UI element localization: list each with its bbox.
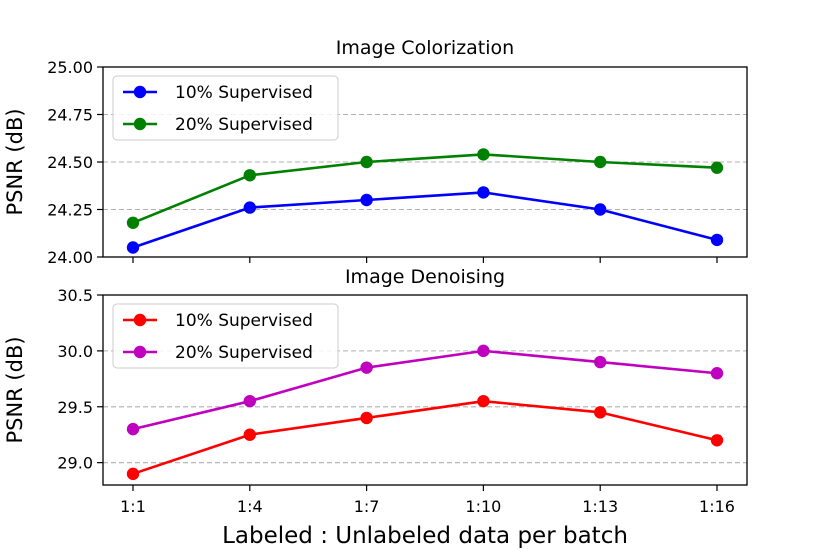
- colorization-legend-label: 20% Supervised: [175, 115, 313, 135]
- denoising-series-1-line: [132, 399, 718, 476]
- shared-xlabel: Labeled : Unlabeled data per batch: [222, 523, 628, 549]
- denoising-series-1-point: [360, 411, 373, 425]
- denoising-legend-marker: [133, 313, 147, 327]
- colorization-ytick-label: 24.50: [47, 153, 93, 172]
- denoising-xtick-label: 1:13: [582, 497, 618, 516]
- denoising-title: Image Denoising: [345, 266, 505, 288]
- denoising-series-2-point: [360, 361, 373, 374]
- denoising-ytick-label: 30.0: [57, 342, 93, 361]
- denoising-ytick-label: 29.0: [57, 454, 93, 473]
- colorization-series-1-point: [243, 201, 256, 214]
- colorization-series-1-point: [710, 233, 724, 247]
- denoising-xtick-label: 1:4: [237, 497, 263, 516]
- colorization-series-2-point: [360, 155, 373, 169]
- colorization-series-1-point: [360, 193, 373, 207]
- colorization-title: Image Colorization: [336, 37, 514, 59]
- denoising-series-1-point: [126, 467, 140, 481]
- denoising-xtick-label: 1:10: [465, 497, 501, 516]
- colorization-ylabel: PSNR (dB): [3, 108, 27, 215]
- colorization-ytick-label: 25.00: [47, 58, 93, 77]
- denoising-series-1-point: [477, 394, 490, 408]
- denoising-chart: Image Denoising PSNR (dB) 29.0 29.5 30.0 30…: [3, 266, 748, 516]
- colorization-legend-label: 10% Supervised: [175, 83, 313, 103]
- denoising-axes-frame: [102, 294, 748, 486]
- denoising-series-1-point: [710, 434, 724, 447]
- colorization-series-2-point: [710, 161, 724, 174]
- colorization-legend-marker: [133, 85, 147, 99]
- denoising-ylabel: PSNR (dB): [3, 336, 27, 443]
- colorization-series-1-point: [477, 186, 490, 199]
- colorization-series-2-point: [126, 216, 140, 229]
- colorization-series-2-line: [132, 153, 718, 225]
- colorization-series-2-point: [243, 169, 256, 182]
- denoising-series-2-point: [243, 394, 256, 408]
- denoising-legend-marker: [133, 345, 147, 359]
- denoising-legend: 10% Supervised 20% Supervised: [112, 303, 339, 369]
- colorization-ytick-label: 24.75: [47, 106, 93, 125]
- denoising-series-2-point: [710, 367, 724, 380]
- colorization-legend: 10% Supervised 20% Supervised: [112, 75, 339, 141]
- colorization-legend-box: [112, 75, 339, 141]
- denoising-ytick-label: 30.5: [57, 286, 93, 305]
- denoising-series-2-point: [477, 344, 490, 358]
- colorization-series-2-point: [594, 155, 607, 169]
- denoising-xtick-label: 1:7: [354, 497, 380, 516]
- denoising-legend-box: [112, 303, 339, 369]
- denoising-series-1-point: [243, 428, 256, 441]
- denoising-legend-label: 10% Supervised: [175, 311, 313, 331]
- colorization-series-2-point: [477, 148, 490, 161]
- denoising-ytick-label: 29.5: [57, 398, 93, 417]
- colorization-chart: Image Colorization PSNR (dB) 24.00 24.25 2…: [3, 37, 748, 267]
- colorization-ytick-label: 24.25: [47, 201, 93, 220]
- denoising-xtick-label: 1:16: [699, 497, 735, 516]
- denoising-series-2-line: [132, 349, 718, 431]
- colorization-ytick-label: 24.00: [47, 248, 93, 267]
- denoising-series-2-point: [126, 422, 140, 436]
- denoising-series-2-point: [594, 355, 607, 369]
- colorization-legend-marker: [133, 117, 147, 131]
- colorization-series-1-point: [126, 241, 140, 254]
- colorization-series-1-line: [132, 191, 718, 249]
- denoising-legend-label: 20% Supervised: [175, 343, 313, 363]
- colorization-series-1-point: [594, 203, 607, 216]
- denoising-xtick-label: 1:1: [120, 497, 146, 516]
- denoising-series-1-point: [594, 406, 607, 419]
